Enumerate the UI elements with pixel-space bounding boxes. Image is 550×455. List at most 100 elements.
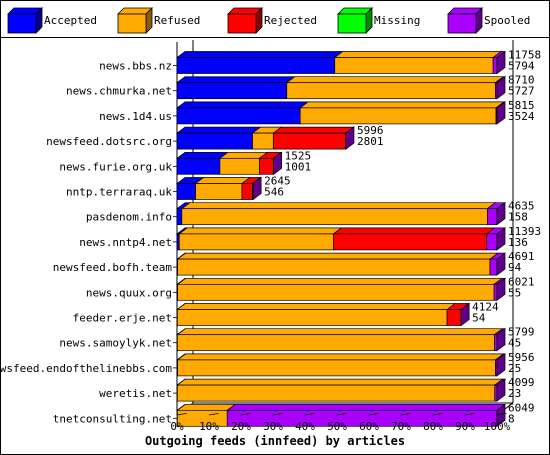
second-value-label: 23 [508,387,521,400]
bar-row [175,252,507,276]
bar-segment-side [496,50,506,75]
bar-segment-top [176,277,504,285]
bar-segment [178,233,334,251]
total-value-label: 2645 [264,175,291,188]
legend-swatch [337,13,367,34]
category-label: news.bbs.nz [99,60,172,73]
x-tick-mark [240,413,251,416]
category-label: weretis.net [99,387,172,400]
bar-segment-top [176,353,505,361]
second-value-label: 158 [508,211,528,224]
bar-segment [494,334,498,352]
legend-swatch [227,13,257,34]
bar-row [175,227,507,251]
legend-item-accepted: Accepted [7,7,97,34]
bar-segment-side [496,353,506,377]
legend-label: Accepted [44,14,97,27]
bar-segment [176,157,221,175]
category-label: news.quux.org [86,286,172,299]
total-value-label: 6049 [508,401,535,414]
legend-swatch [117,13,147,34]
category-label: newsfeed.endofthelinebbs.com [0,362,172,375]
bar-segment [176,334,495,352]
total-value-label: 4124 [472,301,499,314]
legend-label: Missing [374,14,420,27]
total-value-label: 5799 [508,326,535,339]
bar-segment [176,107,301,125]
bar-segment [259,157,274,175]
bar-segment [177,359,496,377]
bar-row [175,75,507,100]
second-value-label: 136 [508,236,528,249]
x-tick-mark [432,413,443,416]
second-value-label: 3524 [508,110,535,123]
bar-segment-side [496,403,506,427]
x-tick-mark [336,413,347,416]
x-tick-labels: 0% 10% 20% 30% 40% 50% 60% 70% 80% 90% 100% [170,413,511,433]
category-labels: news.bbs.nz news.chmurka.net news.1d4.us ne… [0,60,177,425]
category-label: newsfeed.dotsrc.org [46,135,172,148]
bar-segment-top [175,76,296,84]
second-value-label: 546 [264,186,284,199]
total-value-label: 5996 [357,124,384,137]
category-label: pasdenom.info [86,211,172,224]
bar-row [175,176,263,201]
bar-segment [486,233,498,251]
x-tick-label: 20% [231,420,251,433]
x-tick-mark [176,413,187,416]
bar-segment [176,57,336,74]
legend-item-refused: Refused [117,7,200,34]
bar-segment-side [252,176,262,201]
legend-item-spooled: Spooled [447,7,530,34]
second-value-label: 25 [508,362,521,375]
legend-swatch [7,13,37,34]
bar-segment [286,82,496,100]
bar-segment [177,258,491,276]
bar-segment-top [176,328,504,336]
total-value-label: 4691 [508,250,535,263]
bar-segment-top [299,101,506,109]
x-tick-label: 100% [484,420,511,433]
bar-segment-top [333,51,503,58]
bar-segment [487,208,498,226]
bar-row [175,277,507,301]
x-tick-mark [304,413,315,416]
total-value-label: 6021 [508,275,535,288]
bar-segment [334,57,494,74]
bar-row [175,353,507,377]
bar-row [175,101,507,125]
bar-segment-top [272,126,355,134]
second-value-label: 2801 [357,135,384,148]
bar-segment [492,57,498,74]
bar-segment-top [178,227,343,235]
x-axis-label: Outgoing feeds (innfeed) by articles [145,434,405,448]
bar-segment-top [176,403,237,411]
bar-segment [446,309,462,326]
x-tick-label: 40% [295,420,315,433]
x-tick-label: 90% [455,420,475,433]
legend: Accepted Refused Rejected Missing Spooled [7,7,530,34]
bar-segment [219,157,260,175]
bar-segment [176,183,196,200]
category-label: nntp.terraraq.uk [66,186,172,199]
legend-item-missing: Missing [337,7,420,34]
bar-row [175,302,471,327]
bar-segment-top [180,202,497,210]
bar-segment-side [496,328,506,352]
second-value-label: 5794 [508,60,535,73]
bar-segment-top [175,126,262,134]
second-value-label: 55 [508,286,521,299]
x-tick-label: 50% [327,420,347,433]
bar-segment [299,107,497,125]
x-tick-label: 10% [199,420,219,433]
total-value-label: 1525 [285,149,312,162]
bar-segment-top [175,101,310,109]
category-label: news.chmurka.net [66,85,172,98]
bar-segment-side [496,75,506,100]
total-value-label: 5956 [508,351,535,364]
bar-segment-side [345,126,355,150]
category-label: tnetconsulting.net [53,412,172,425]
bar-segment-side [496,201,506,226]
total-value-label: 4635 [508,200,535,213]
bar-segment-top [332,227,496,235]
